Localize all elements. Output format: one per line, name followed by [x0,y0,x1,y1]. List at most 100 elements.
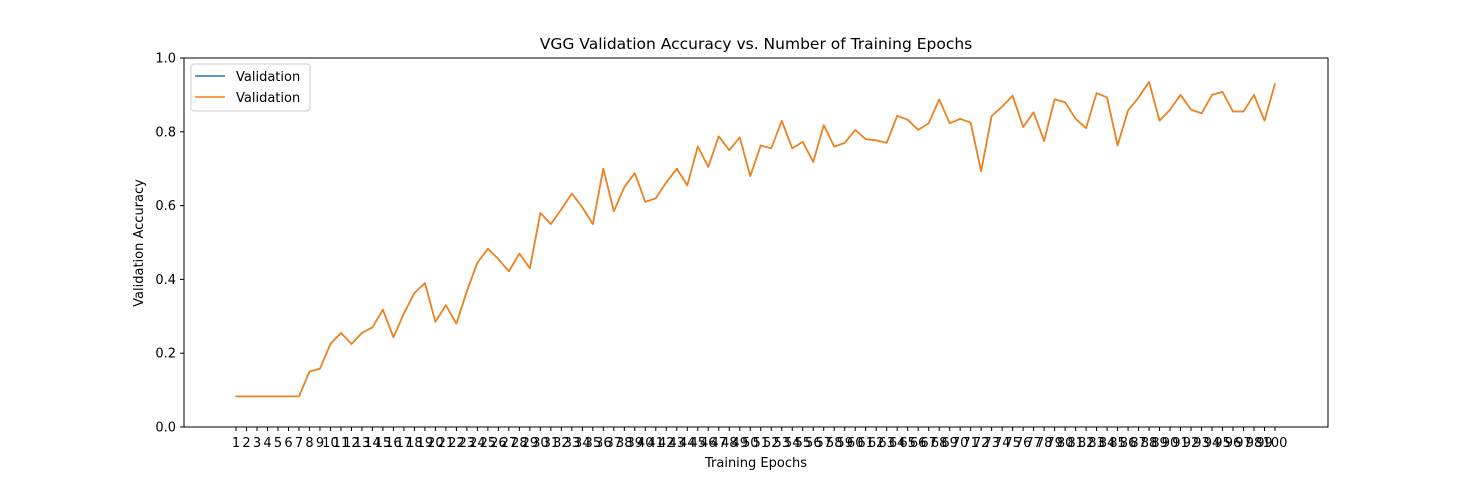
data-point [760,144,762,147]
data-point [833,145,835,148]
data-point [928,122,930,124]
x-tick-label: 76 [1015,436,1032,451]
data-point [634,172,636,174]
x-tick-label: 100 [1263,436,1288,451]
x-tick-label: 38 [616,436,633,451]
x-tick-label: 22 [448,436,465,451]
x-tick-label: 71 [962,436,979,451]
data-point [287,395,290,397]
x-tick-label: 83 [1088,436,1105,451]
x-tick-label: 64 [889,436,906,451]
x-tick-label: 68 [931,436,948,451]
x-tick-label: 46 [700,436,717,451]
data-point [1095,92,1098,94]
data-point [791,147,793,150]
x-tick-label: 94 [1204,436,1221,451]
data-point [697,145,699,148]
plot-frame [183,57,1329,428]
data-point [1137,96,1140,99]
data-point [1127,109,1129,111]
data-point [686,184,688,186]
data-point [655,197,657,199]
data-point [1242,110,1245,113]
x-tick-label: 12 [343,436,360,451]
data-point [728,149,730,151]
x-tick-label: 36 [595,436,612,451]
x-tick-label: 33 [564,436,581,451]
data-point [739,136,741,138]
data-point [1106,96,1108,99]
data-point [865,138,867,140]
x-tick-label: 3 [253,436,261,451]
x-tick-label: 57 [815,436,832,451]
data-point [298,395,300,397]
x-tick-label: 25 [480,436,497,451]
x-tick-label: 58 [826,436,843,451]
x-tick-label: 92 [1183,436,1200,451]
x-tick-label: 66 [910,436,927,451]
x-tick-label: 14 [364,436,381,451]
data-point [560,208,562,210]
data-point [1232,110,1234,113]
x-tick-label: 77 [1025,436,1042,451]
x-tick-label: 98 [1246,436,1263,451]
x-tick-label: 45 [690,436,707,451]
data-point [1169,109,1171,111]
data-point [518,252,520,255]
x-tick-label: 74 [994,436,1011,451]
x-tick-label: 20 [427,436,444,451]
x-tick-label: 70 [952,436,969,451]
data-point [235,395,237,397]
data-point [445,304,447,306]
data-point [938,98,940,100]
x-tick-label: 93 [1193,436,1210,451]
x-tick-label: 65 [899,436,916,451]
data-point [844,142,846,144]
x-tick-label: 44 [679,436,696,451]
x-tick-label: 72 [973,436,990,451]
data-point [854,129,856,131]
x-tick-label: 24 [469,436,486,451]
data-point [361,332,363,334]
data-point [886,142,888,144]
x-tick-label: 1 [232,436,240,451]
data-point [781,120,783,122]
data-point [550,223,552,225]
y-tick-label: 0.8 [155,125,176,140]
x-tick-label: 28 [511,436,528,451]
x-tick-label: 35 [585,436,602,451]
data-point [424,282,426,284]
data-point [1148,81,1150,83]
data-point [959,118,961,120]
data-point [749,175,751,177]
x-tick-label: 16 [385,436,402,451]
x-tick-label: 26 [490,436,507,451]
data-point [256,395,258,397]
x-tick-label: 5 [274,436,282,451]
legend: Validation Validation [190,63,311,112]
y-tick-label: 0.0 [155,421,176,436]
x-tick-label: 27 [501,436,518,451]
x-tick-label: 37 [606,436,623,451]
x-tick-label: 91 [1172,436,1189,451]
x-tick-label: 48 [721,436,738,451]
data-point [1274,83,1276,85]
data-point [1211,94,1213,96]
x-tick-label: 89 [1151,436,1168,451]
x-tick-label: 34 [574,436,591,451]
y-axis-label: Validation Accuracy [132,179,147,307]
data-point [1022,126,1024,128]
x-tick-label: 85 [1109,436,1126,451]
series-line-2 [236,81,1276,398]
data-point [403,312,405,314]
x-tick-label: 10 [322,436,339,451]
x-tick-label: 97 [1235,436,1252,451]
data-point [308,371,311,373]
data-point [340,332,342,334]
x-tick-label: 75 [1004,436,1021,451]
data-point [1043,140,1045,142]
data-point [770,147,772,150]
data-point [970,121,972,124]
x-tick-label: 53 [773,436,790,451]
